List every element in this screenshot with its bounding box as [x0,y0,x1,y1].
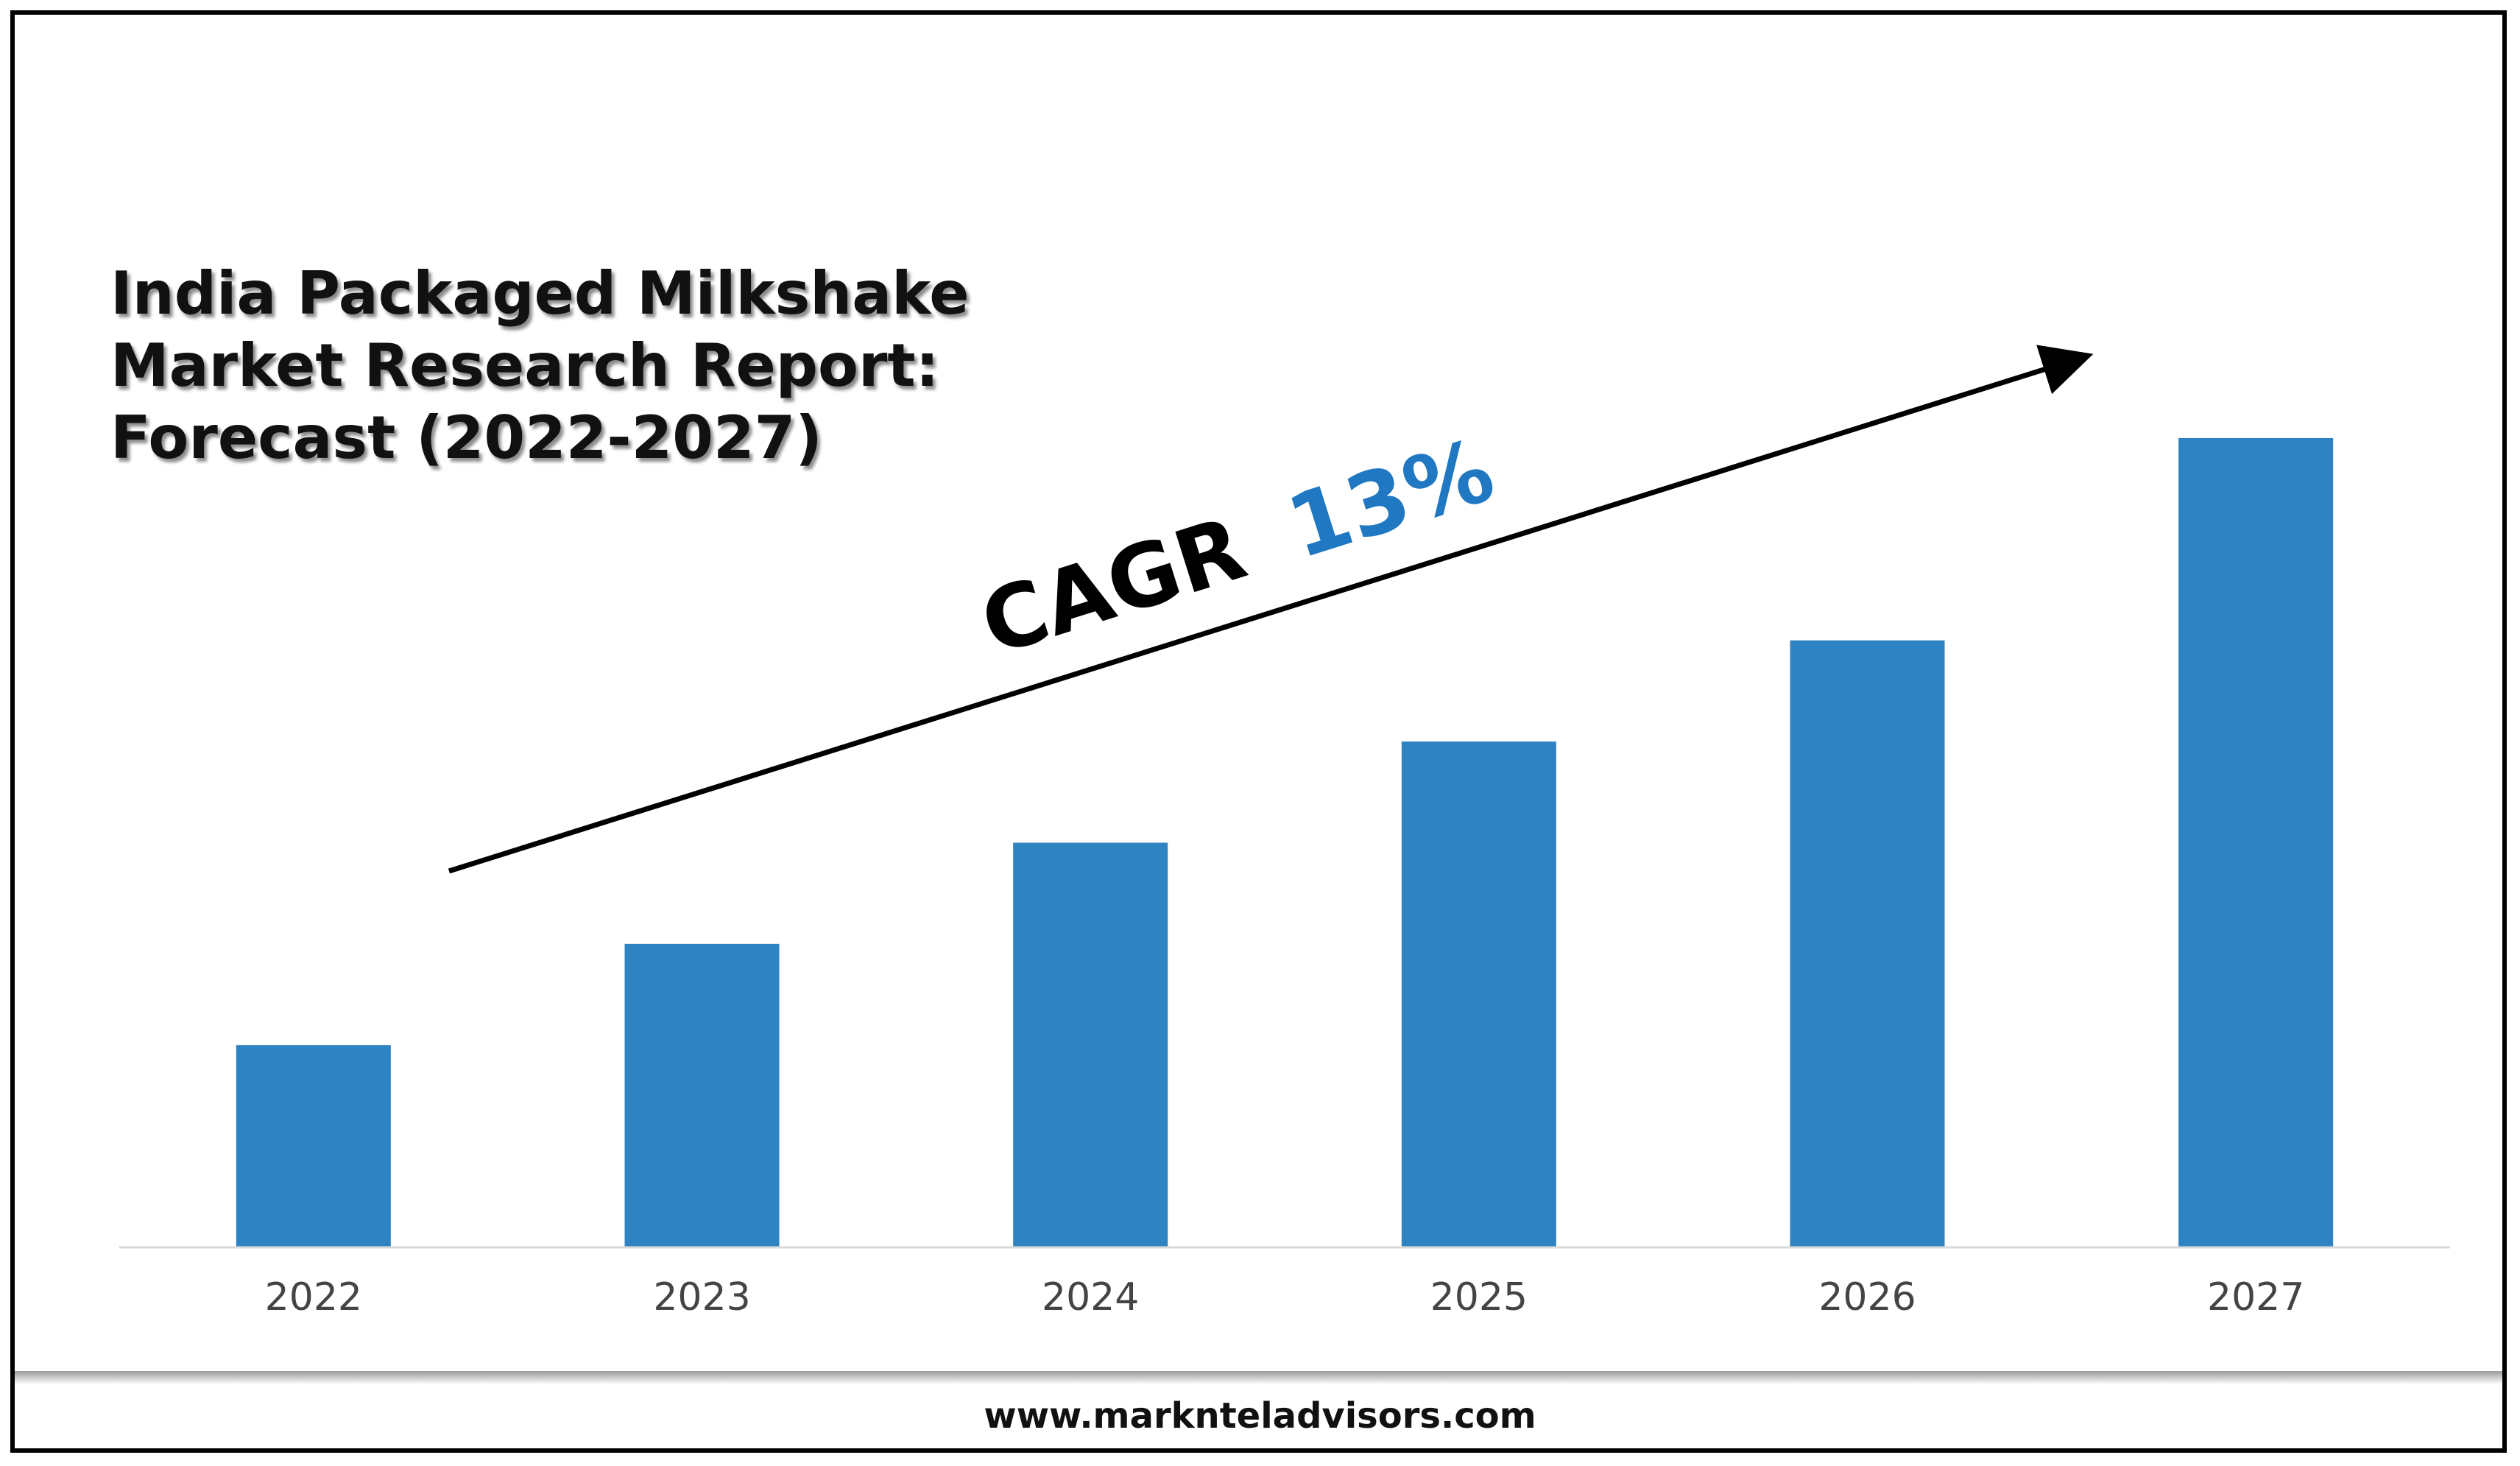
bar-2025 [1401,741,1556,1247]
x-axis-ticks: 2022 2023 2024 2025 2026 2027 [265,1275,2305,1319]
x-tick-label-2026: 2026 [1818,1275,1916,1319]
bar-2026 [1790,640,1945,1247]
x-tick-label-2027: 2027 [2207,1275,2304,1319]
x-tick-label-2023: 2023 [653,1275,750,1319]
chart-frame [10,10,2507,1453]
bar-2024 [1013,842,1168,1247]
bar-2027 [2178,437,2334,1247]
cagr-trend-arrow [448,345,2094,874]
x-tick-label-2025: 2025 [1430,1275,1528,1319]
x-tick-label-2022: 2022 [265,1275,362,1319]
cagr-label: CAGR [970,497,1257,675]
bar-2023 [624,943,780,1247]
chart-title-line-1: India Packaged Milkshake [110,259,970,328]
cagr-value: 13% [1276,419,1505,579]
chart-title-line-2: Market Research Report: [110,331,939,400]
chart-title-line-3: Forecast (2022-2027) [110,403,822,472]
x-tick-label-2024: 2024 [1042,1275,1139,1319]
footer-url: www.marknteladvisors.com [984,1395,1536,1437]
chart-title: India Packaged Milkshake Market Research… [110,258,969,474]
footer-divider [15,1371,2502,1384]
bar-2022 [236,1045,391,1247]
bars [236,437,2334,1247]
cagr-annotation: CAGR 13% [970,419,1505,675]
